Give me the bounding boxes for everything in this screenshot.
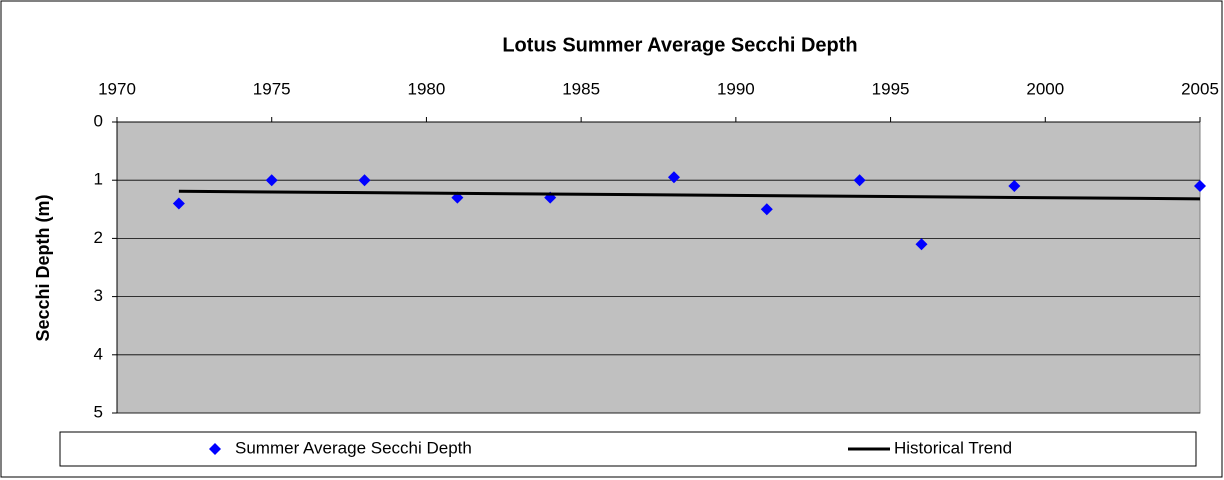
data-point <box>1194 180 1206 193</box>
data-point <box>265 174 278 187</box>
data-point <box>915 238 928 251</box>
y-tick-label: 1 <box>94 170 103 189</box>
data-point <box>1008 180 1021 193</box>
y-tick-label: 0 <box>94 111 103 130</box>
x-tick-label: 1995 <box>872 79 910 98</box>
legend <box>59 431 1197 467</box>
x-tick-label: 2005 <box>1181 79 1219 98</box>
x-tick-label: 1980 <box>408 79 446 98</box>
data-point <box>172 197 185 210</box>
legend-label: Summer Average Secchi Depth <box>235 438 472 457</box>
chart-title: Lotus Summer Average Secchi Depth <box>502 34 857 56</box>
x-tick-label: 1990 <box>717 79 755 98</box>
y-tick-label: 5 <box>94 402 103 421</box>
y-tick-label: 4 <box>94 344 103 363</box>
y-tick-label: 3 <box>94 286 103 305</box>
x-tick-label: 2000 <box>1026 79 1064 98</box>
x-tick-label: 1975 <box>253 79 291 98</box>
x-tick-label: 1985 <box>562 79 600 98</box>
data-point <box>358 174 371 187</box>
x-tick-label: 1970 <box>98 79 136 98</box>
plot-area <box>116 121 1201 414</box>
legend-marker <box>209 443 221 455</box>
trend-line <box>178 189 1201 201</box>
data-point <box>667 171 680 184</box>
legend-label: Historical Trend <box>894 438 1012 457</box>
data-point <box>853 174 866 187</box>
y-tick-label: 2 <box>94 228 103 247</box>
data-point <box>760 203 773 216</box>
y-axis-title: Secchi Depth (m) <box>33 194 53 341</box>
